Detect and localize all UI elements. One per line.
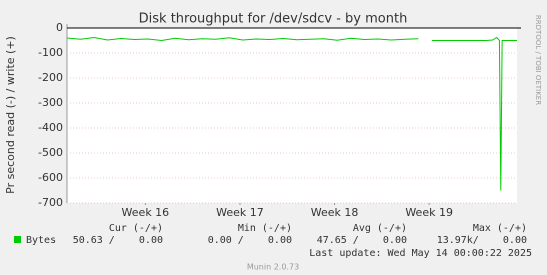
y-tick-label: -700 (38, 196, 63, 209)
footer: Munin 2.0.73 (247, 263, 299, 272)
y-tick-label: -500 (38, 146, 63, 159)
legend-header: Cur (-/+) (109, 223, 163, 234)
y-axis-label: Pr second read (-) / write (+) (4, 36, 17, 194)
x-tick-label: Week 19 (405, 206, 453, 219)
y-tick-label: -400 (38, 121, 63, 134)
y-tick-label: -200 (38, 71, 63, 84)
chart-title: Disk throughput for /dev/sdcv - by month (139, 12, 408, 27)
y-tick-label: 0 (56, 21, 63, 34)
legend-label: Bytes (26, 235, 56, 246)
legend-value: 47.65 / 0.00 (317, 235, 407, 246)
data-line (66, 36, 517, 191)
legend-header: Max (-/+) (473, 223, 527, 234)
legend-header: Min (-/+) (238, 223, 292, 234)
legend-value: 13.97k/ 0.00 (437, 235, 527, 246)
x-tick-label: Week 16 (122, 206, 170, 219)
legend-value: 50.63 / 0.00 (73, 235, 163, 246)
y-tick-label: -300 (38, 96, 63, 109)
legend-swatch (14, 236, 21, 243)
y-tick-label: -600 (38, 171, 63, 184)
legend-header: Avg (-/+) (353, 223, 407, 234)
y-tick-label: -100 (38, 46, 63, 59)
legend-value: 0.00 / 0.00 (208, 235, 292, 246)
last-update: Last update: Wed May 14 00:00:22 2025 (309, 248, 532, 259)
x-tick-label: Week 18 (311, 206, 359, 219)
side-text: RRDTOOL / TOBI OETIKER (534, 15, 542, 105)
x-tick-label: Week 17 (216, 206, 264, 219)
plot-area (67, 28, 517, 203)
